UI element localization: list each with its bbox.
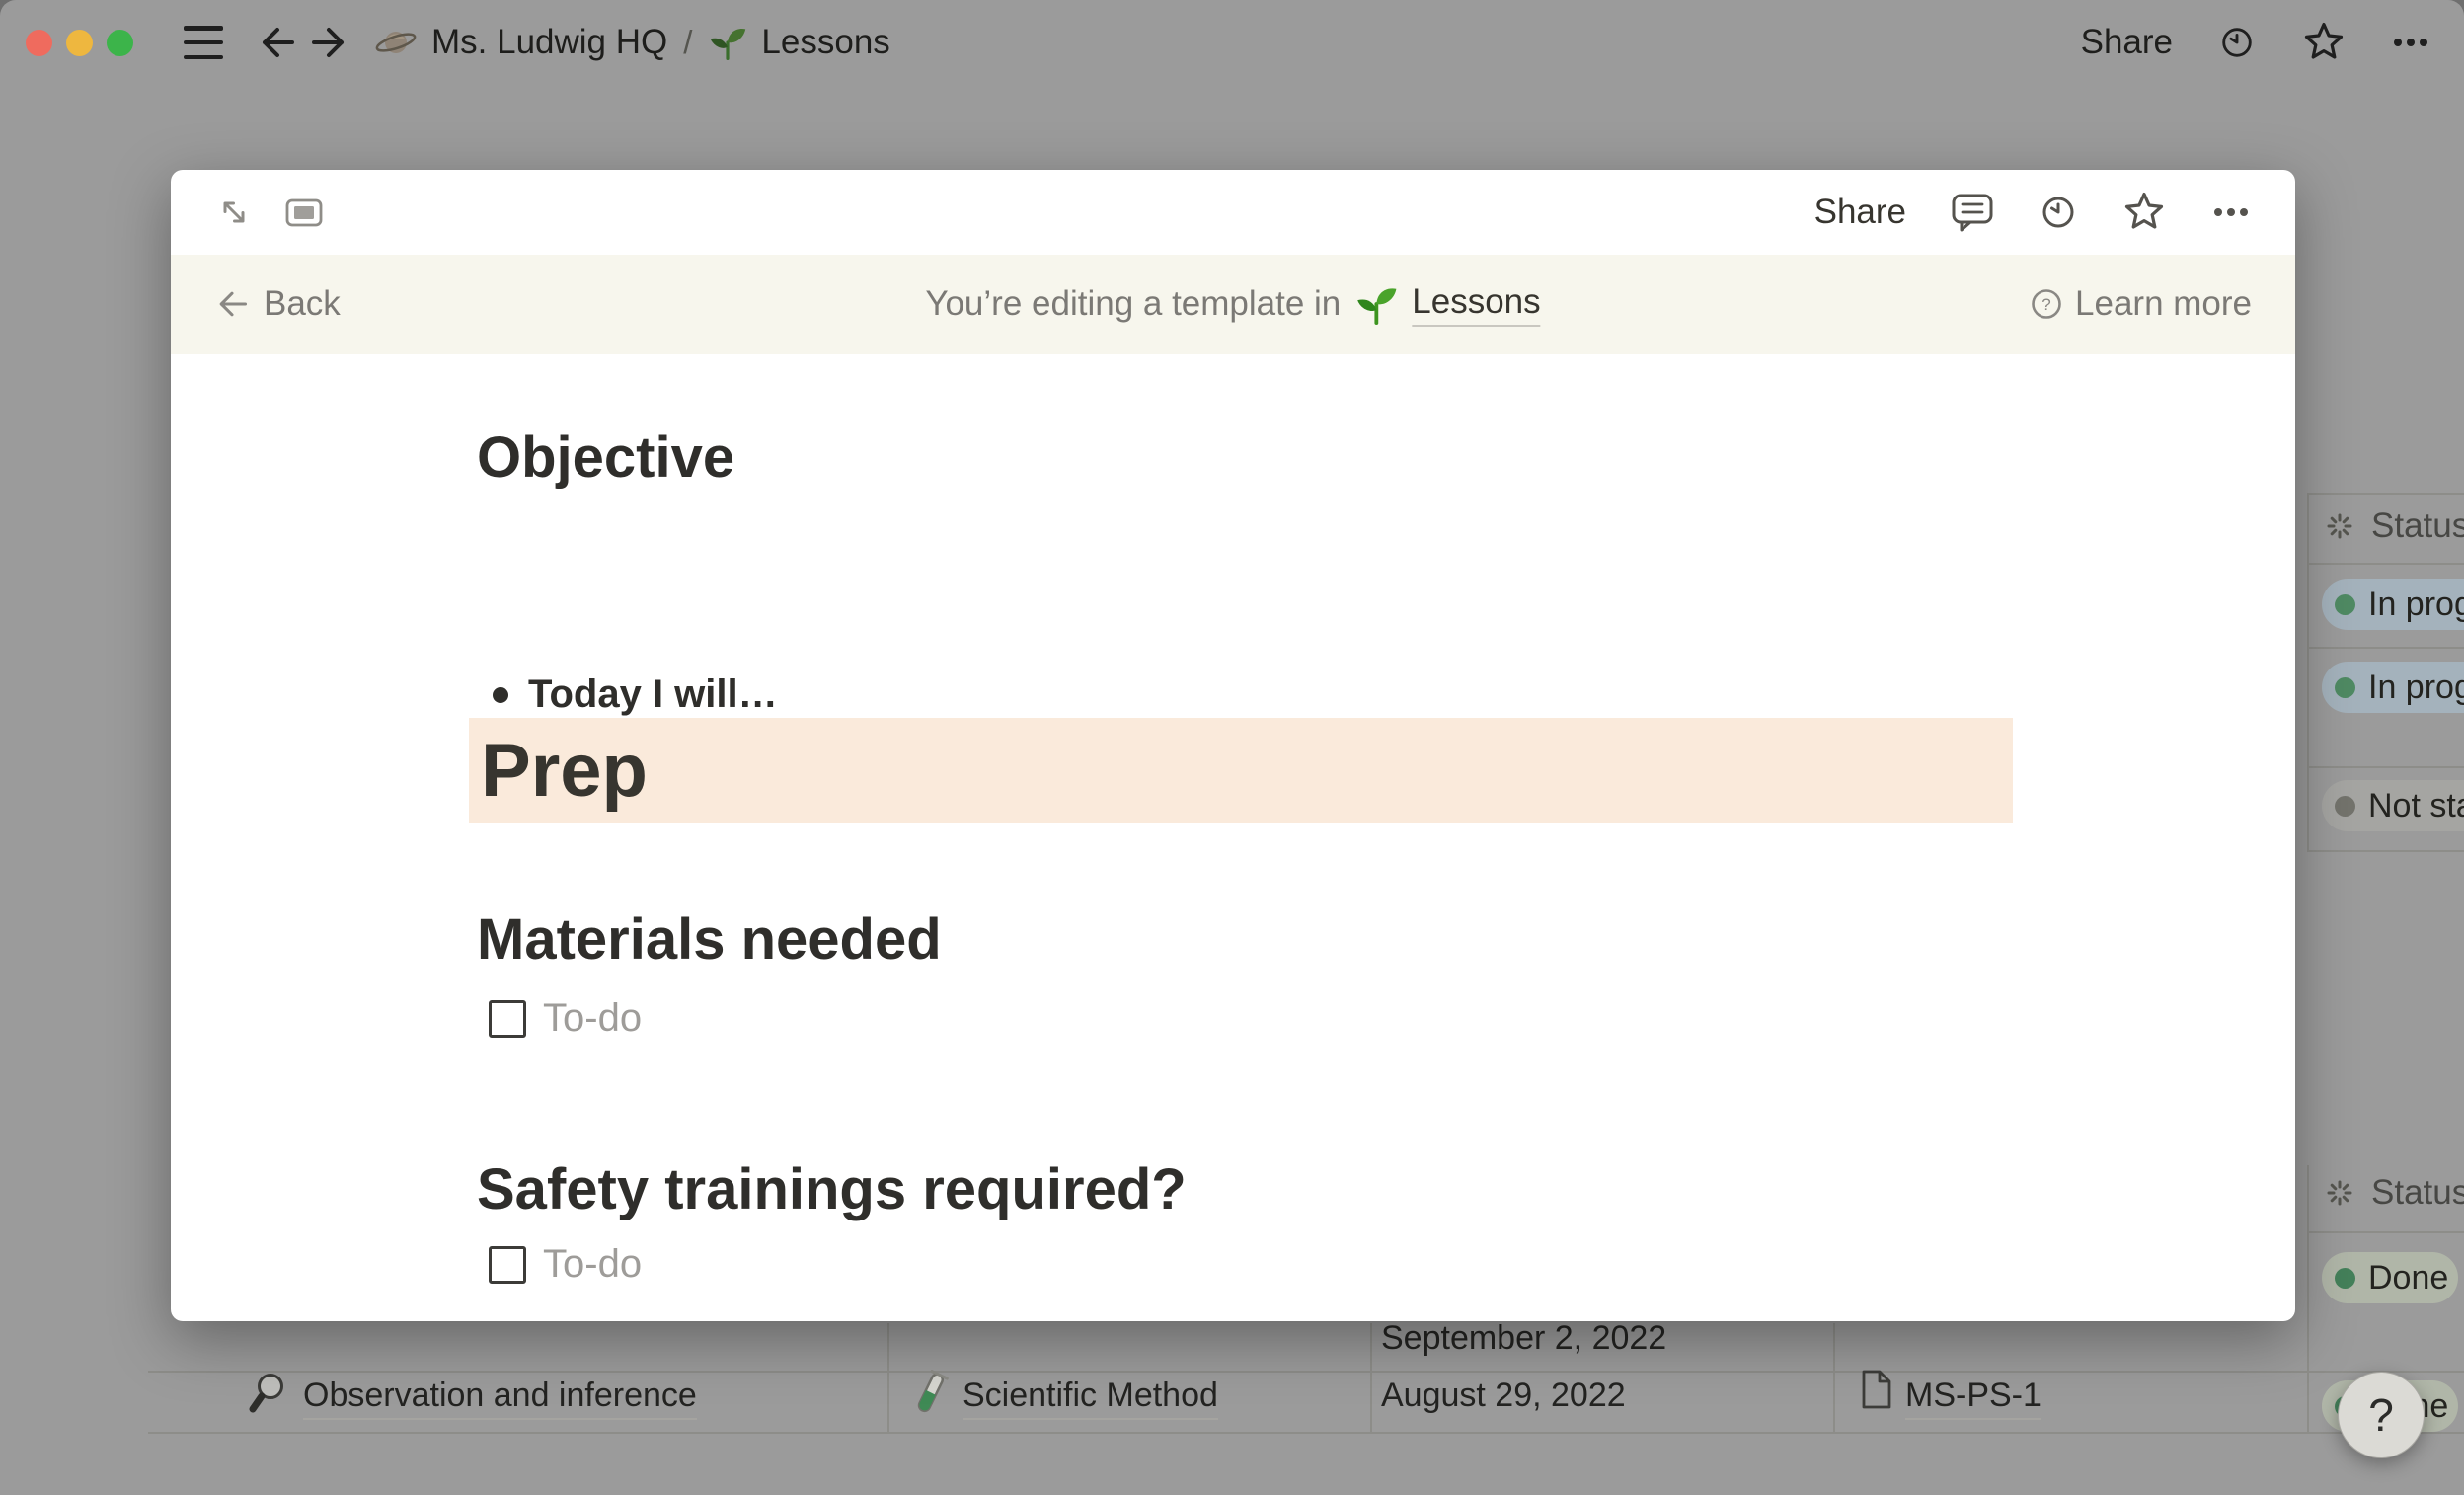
seedling-icon: [711, 28, 746, 60]
table-column-divider: [2307, 493, 2309, 852]
table-cell-lesson-link[interactable]: Observation and inference: [303, 1377, 697, 1420]
seedling-icon: [1357, 288, 1397, 326]
clock-icon[interactable]: [2039, 193, 2078, 232]
table-cell-unit-link[interactable]: Scientific Method: [962, 1377, 1218, 1420]
traffic-minimize-button[interactable]: [66, 29, 93, 56]
window-titlebar: Ms. Ludwig HQ / Lessons Share: [0, 0, 2464, 85]
magnifier-icon: [249, 1374, 283, 1413]
todo-checkbox[interactable]: [489, 999, 526, 1038]
status-dot-icon: [2335, 593, 2355, 615]
status-dot-icon: [2335, 795, 2355, 817]
expand-icon[interactable]: [214, 193, 254, 232]
ellipsis-icon[interactable]: [2391, 23, 2430, 62]
status-badge[interactable]: In prog: [2322, 662, 2464, 713]
help-button-label: ?: [2368, 1389, 2394, 1441]
traffic-zoom-button[interactable]: [107, 29, 133, 56]
clock-icon[interactable]: [2218, 24, 2256, 61]
banner-target-page-link[interactable]: Lessons: [1412, 282, 1541, 327]
back-button-label: Back: [264, 284, 341, 323]
todo-item: To-do: [489, 996, 642, 1041]
learn-more-button[interactable]: ? Learn more: [2030, 284, 2252, 324]
planet-icon: [375, 32, 417, 53]
status-badge[interactable]: Not sta: [2322, 780, 2464, 831]
back-arrow-icon[interactable]: [256, 23, 295, 62]
bullet-icon: [493, 686, 508, 703]
template-editor-modal: Share: [171, 170, 2295, 1321]
help-button[interactable]: ?: [2338, 1372, 2425, 1458]
table-column-divider: [2307, 1165, 2309, 1434]
breadcrumb-separator: /: [683, 24, 693, 60]
banner-message-text: You’re editing a template in: [925, 284, 1342, 323]
table-row-divider: [2307, 766, 2464, 768]
safety-heading[interactable]: Safety trainings required?: [477, 1157, 1187, 1221]
status-spinner-icon: [2327, 513, 2352, 539]
breadcrumb-page[interactable]: Lessons: [761, 23, 890, 61]
topbar-share-button[interactable]: Share: [2080, 23, 2173, 61]
hamburger-icon[interactable]: [184, 26, 223, 59]
modal-toolbar: Share: [171, 170, 2295, 255]
todo-placeholder[interactable]: To-do: [543, 1242, 643, 1286]
table-column-divider: [1833, 1323, 1835, 1432]
status-column-header-label: Status: [2371, 507, 2464, 545]
todo-placeholder[interactable]: To-do: [543, 996, 643, 1040]
banner-message: You’re editing a template in Lessons: [925, 282, 1541, 327]
bulleted-list-item[interactable]: Today I will…: [493, 672, 778, 717]
traffic-close-button[interactable]: [26, 29, 52, 56]
svg-text:?: ?: [2041, 295, 2050, 314]
objective-heading[interactable]: Objective: [477, 426, 735, 490]
table-row-divider: [2307, 563, 2464, 565]
status-badge[interactable]: In prog: [2322, 579, 2464, 630]
star-icon[interactable]: [2301, 20, 2347, 65]
status-dot-icon: [2335, 676, 2355, 698]
table-column-divider: [887, 1323, 889, 1432]
prep-heading: Prep: [481, 728, 648, 813]
prep-heading-highlight[interactable]: Prep: [469, 718, 2013, 823]
ellipsis-icon[interactable]: [2210, 193, 2252, 232]
table-border: [2307, 493, 2464, 495]
template-editing-banner: Back You’re editing a template in Lesson…: [171, 255, 2295, 354]
table-row-divider: [2307, 647, 2464, 649]
star-icon[interactable]: [2121, 190, 2167, 235]
back-button[interactable]: Back: [214, 284, 341, 324]
table-cell-date[interactable]: August 29, 2022: [1381, 1377, 1626, 1414]
side-peek-icon[interactable]: [283, 193, 325, 232]
learn-more-label: Learn more: [2075, 284, 2252, 323]
status-column-header[interactable]: Status: [2322, 507, 2464, 546]
table-column-divider: [1370, 1323, 1372, 1432]
status-column-header-label: Status: [2371, 1173, 2464, 1212]
breadcrumb-root[interactable]: Ms. Ludwig HQ: [431, 23, 668, 61]
modal-share-button[interactable]: Share: [1813, 193, 1906, 231]
status-spinner-icon: [2327, 1180, 2352, 1206]
page-icon: [1862, 1370, 1891, 1409]
table-cell-standard-link[interactable]: MS-PS-1: [1905, 1377, 2041, 1420]
table-row-divider: [2307, 1231, 2464, 1233]
comment-icon[interactable]: [1950, 191, 1995, 234]
table-row-divider: [148, 1432, 2464, 1434]
table-cell-date[interactable]: September 2, 2022: [1381, 1319, 1667, 1357]
test-tube-icon: [917, 1370, 949, 1413]
materials-heading[interactable]: Materials needed: [477, 907, 942, 972]
forward-arrow-icon[interactable]: [311, 23, 350, 62]
back-arrow-icon: [219, 291, 248, 317]
status-badge[interactable]: Done: [2322, 1252, 2458, 1303]
status-dot-icon: [2335, 1267, 2355, 1289]
todo-checkbox[interactable]: [489, 1245, 526, 1284]
question-circle-icon: ?: [2032, 289, 2061, 319]
todo-item: To-do: [489, 1242, 642, 1287]
table-row-divider: [148, 1371, 2464, 1373]
status-column-header[interactable]: Status: [2322, 1173, 2464, 1213]
table-row-divider: [2307, 850, 2464, 852]
